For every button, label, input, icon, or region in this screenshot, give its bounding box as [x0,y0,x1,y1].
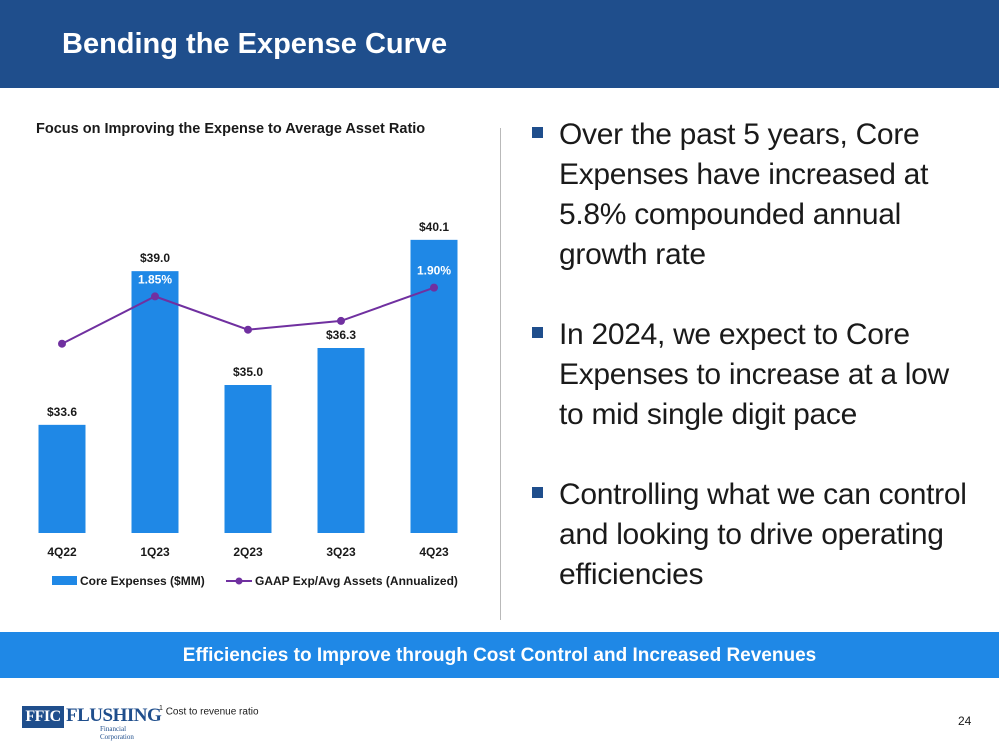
legend-swatch-bar [52,576,77,585]
bottom-banner: Efficiencies to Improve through Cost Con… [0,632,999,678]
square-bullet-icon [532,327,543,338]
logo-mark: FFIC [22,706,64,728]
bullet-text: In 2024, we expect to Core Expenses to i… [559,318,949,431]
vertical-divider [500,128,501,620]
banner-text: Efficiencies to Improve through Cost Con… [182,645,817,666]
x-tick-label: 2Q23 [233,545,263,559]
footnote: 1 Cost to revenue ratio [159,705,259,717]
footnote-text: Cost to revenue ratio [165,706,259,718]
bar-value-label: $39.0 [140,251,170,265]
bullet-item: In 2024, we expect to Core Expenses to i… [532,315,972,435]
page-number: 24 [958,714,972,728]
logo-name: FLUSHING [66,705,162,726]
bar-3q23 [317,348,365,533]
legend-label-line: GAAP Exp/Avg Assets (Annualized) [255,574,458,588]
bar-value-label: $36.3 [326,328,356,342]
bar-4q22 [38,424,86,533]
bullet-item: Controlling what we can control and look… [532,475,972,595]
square-bullet-icon [532,127,543,138]
logo-subtitle: Financial Corporation [100,725,134,741]
bullet-list: Over the past 5 years, Core Expenses hav… [532,115,972,595]
line-point [244,325,252,334]
x-tick-label: 4Q23 [419,545,449,559]
slide-title: Bending the Expense Curve [62,28,448,60]
bar-value-label: $33.6 [47,405,77,419]
x-tick-label: 1Q23 [140,545,170,559]
x-tick-label: 3Q23 [326,545,356,559]
square-bullet-icon [532,487,543,498]
line-value-label: 1.58% [45,320,79,334]
bar-value-label: $40.1 [419,220,449,234]
line-point [151,292,159,301]
expense-chart: $33.6 4Q22 $39.0 1Q23 $35.0 2Q23 $36.3 3Q23 $40.… [38,220,458,588]
bar-1q23 [131,271,179,533]
chart-title: Focus on Improving the Expense to Averag… [36,121,426,137]
bar-value-label: $35.0 [233,365,263,379]
bullet-text: Controlling what we can control and look… [559,478,967,591]
line-value-label: 1.66% [231,306,265,320]
legend-label-bar: Core Expenses ($MM) [80,574,205,588]
line-value-label: 1.71% [324,297,358,311]
line-point [58,339,66,348]
line-value-label: 1.85% [138,272,172,286]
bullet-text: Over the past 5 years, Core Expenses hav… [559,118,929,271]
bullet-item: Over the past 5 years, Core Expenses hav… [532,115,972,275]
x-tick-label: 4Q22 [47,545,77,559]
company-logo: FFIC FLUSHING Financial Corporation [22,705,162,741]
line-point [430,283,438,292]
bar-2q23 [224,385,272,533]
line-value-label: 1.90% [417,264,451,278]
line-point [337,316,345,325]
footnote-marker: 1 [159,705,163,712]
title-bar: Bending the Expense Curve [0,0,999,88]
legend-marker-line [235,577,243,585]
